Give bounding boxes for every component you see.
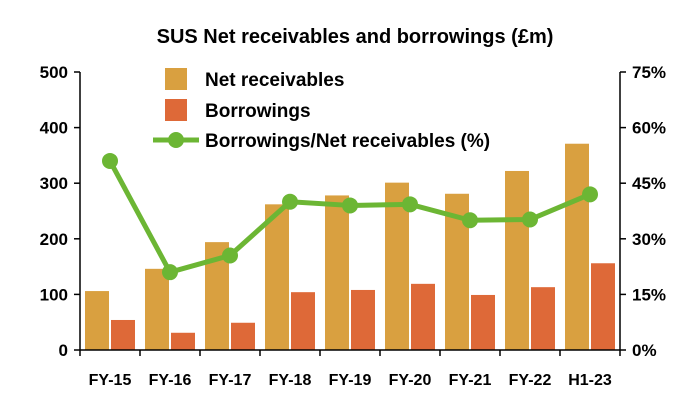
bar-borrowings [291,292,315,350]
y-left-tick-label: 500 [40,63,68,82]
x-tick-label: FY-19 [329,372,372,389]
y-left-tick-label: 100 [40,285,68,304]
legend: Net receivables Borrowings Borrowings/Net … [153,68,490,152]
x-tick-label: H1-23 [568,372,612,389]
bar-borrowings [231,322,255,350]
legend-marker [168,132,184,148]
y-left-tick-label: 0 [59,341,68,360]
bar-net-receivables [325,195,349,350]
bar-borrowings [411,283,435,350]
x-tick-label: FY-16 [149,372,192,389]
bar-net-receivables [565,143,589,350]
x-tick-label: FY-22 [509,372,552,389]
y-right-tick-label: 30% [632,230,666,249]
bar-net-receivables [505,170,529,350]
legend-swatch [165,68,187,90]
legend-label: Borrowings/Net receivables (%) [205,131,490,152]
bar-borrowings [111,319,135,350]
ratio-point [102,152,118,169]
ratio-point [582,186,598,203]
y-left-tick-label: 200 [40,230,68,249]
axes: 0 100 200 300 400 500 0% 15% 30% 45% 60% 75% FY-15 FY… [40,63,666,389]
x-tick-label: FY-17 [209,372,252,389]
y-right-tick-label: 15% [632,285,666,304]
ratio-point [222,247,238,264]
bar-net-receivables [145,268,169,350]
x-tick-label: FY-21 [449,372,492,389]
y-right-tick-label: 0% [632,341,657,360]
bar-net-receivables [265,204,289,350]
y-left-tick-label: 400 [40,119,68,138]
bars [85,143,615,350]
y-right-tick-label: 45% [632,174,666,193]
ratio-point [282,193,298,210]
ratio-point [342,197,358,214]
x-tick-label: FY-20 [389,372,432,389]
y-right-tick-label: 60% [632,119,666,138]
bar-net-receivables [85,291,109,350]
bar-borrowings [351,289,375,350]
ratio-point [402,196,418,213]
chart-title: SUS Net receivables and borrowings (£m) [157,26,554,48]
bar-borrowings [531,287,555,350]
ratio-point [162,264,178,281]
legend-label: Borrowings [205,101,311,122]
legend-swatch [165,99,187,121]
legend-label: Net receivables [205,70,344,91]
bar-borrowings [471,294,495,350]
ratio-point [522,211,538,228]
ratio-point [462,212,478,229]
bar-borrowings [591,263,615,350]
x-tick-label: FY-15 [89,372,132,389]
y-right-tick-label: 75% [632,63,666,82]
bar-borrowings [171,332,195,350]
x-tick-label: FY-18 [269,372,312,389]
y-left-tick-label: 300 [40,174,68,193]
ratio-line [102,152,598,281]
